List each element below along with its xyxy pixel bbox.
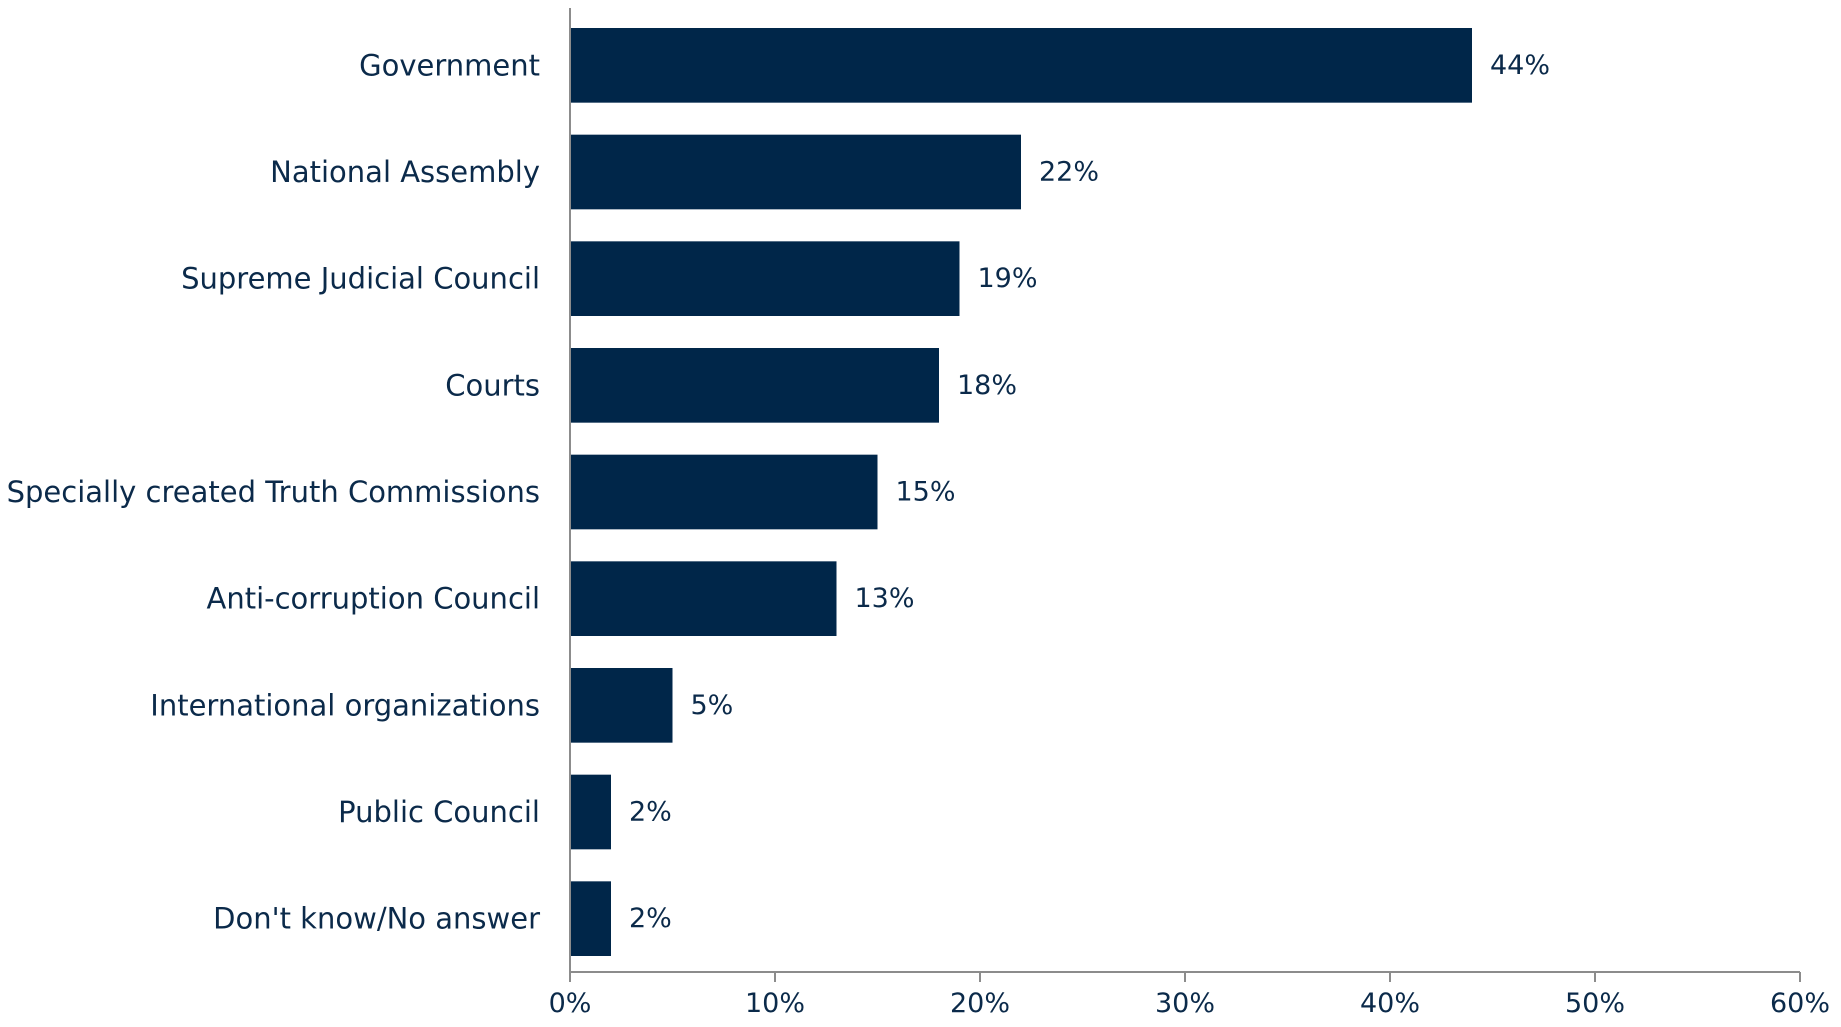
bar-supreme-judicial-council bbox=[570, 241, 960, 316]
bar-specially-created-truth-commissions bbox=[570, 454, 878, 530]
value-label-supreme-judicial-council: 19% bbox=[978, 263, 1038, 294]
value-label-international-organizations: 5% bbox=[691, 690, 734, 721]
bar-government bbox=[570, 28, 1472, 103]
axis-layer: 0% 10% 20% 30% 40% 50% 60% bbox=[549, 8, 1830, 1019]
value-labels-layer: 44% 22% 19% 18% 15% 13% 5% 2% 2% bbox=[629, 50, 1550, 934]
x-tick-label-20: 20% bbox=[950, 988, 1010, 1019]
bar-courts bbox=[570, 348, 939, 423]
x-tick-label-30: 30% bbox=[1155, 988, 1215, 1019]
category-label-public-council: Public Council bbox=[338, 795, 540, 829]
bar-international-organizations bbox=[570, 668, 673, 743]
value-label-specially-created-truth-commissions: 15% bbox=[896, 477, 956, 508]
bar-national-assembly bbox=[570, 134, 1021, 210]
category-label-international-organizations: International organizations bbox=[150, 688, 540, 722]
category-label-anti-corruption-council: Anti-corruption Council bbox=[207, 582, 541, 616]
x-tick-label-60: 60% bbox=[1770, 988, 1830, 1019]
category-label-government: Government bbox=[359, 48, 540, 82]
value-label-courts: 18% bbox=[957, 370, 1017, 401]
value-label-anti-corruption-council: 13% bbox=[855, 583, 915, 614]
bar-public-council bbox=[570, 774, 611, 850]
category-label-courts: Courts bbox=[445, 368, 540, 402]
bar-don-t-know-no-answer bbox=[570, 881, 611, 956]
category-label-specially-created-truth-commissions: Specially created Truth Commissions bbox=[7, 475, 540, 509]
category-label-supreme-judicial-council: Supreme Judicial Council bbox=[181, 262, 540, 296]
bars-layer bbox=[570, 28, 1472, 956]
bar-anti-corruption-council bbox=[570, 561, 837, 636]
value-label-national-assembly: 22% bbox=[1039, 157, 1099, 188]
x-tick-label-40: 40% bbox=[1360, 988, 1420, 1019]
x-tick-label-0: 0% bbox=[549, 988, 592, 1019]
value-label-government: 44% bbox=[1490, 50, 1550, 81]
category-label-don-t-know-no-answer: Don't know/No answer bbox=[213, 902, 540, 936]
category-label-national-assembly: National Assembly bbox=[270, 155, 540, 189]
value-label-public-council: 2% bbox=[629, 797, 672, 828]
category-labels-layer: Government National Assembly Supreme Judic… bbox=[7, 48, 540, 935]
x-tick-label-10: 10% bbox=[745, 988, 805, 1019]
value-label-don-t-know-no-answer: 2% bbox=[629, 903, 672, 934]
x-tick-label-50: 50% bbox=[1565, 988, 1625, 1019]
